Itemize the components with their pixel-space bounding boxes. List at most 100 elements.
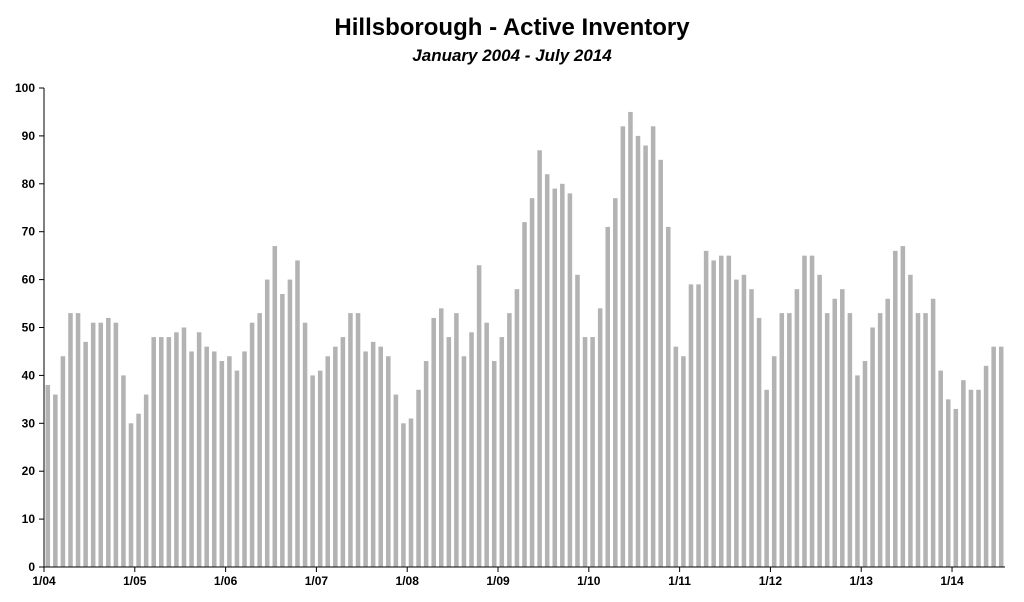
bar-6/10 bbox=[628, 111, 633, 567]
bar-1/04 bbox=[45, 384, 51, 567]
bar-6/04 bbox=[83, 341, 88, 567]
bar-7/10 bbox=[635, 135, 641, 567]
bar-5/11 bbox=[711, 260, 716, 567]
bar-4/10 bbox=[613, 198, 618, 568]
bar-11/04 bbox=[121, 375, 126, 567]
bar-5/05 bbox=[166, 337, 172, 567]
bar-10/05 bbox=[204, 346, 209, 567]
y-tick-label: 90 bbox=[22, 129, 36, 143]
bar-6/08 bbox=[446, 337, 452, 567]
bar-8/05 bbox=[189, 351, 194, 567]
bar-10/04 bbox=[113, 322, 119, 567]
y-tick-label: 10 bbox=[22, 512, 36, 526]
bar-12/07 bbox=[401, 423, 406, 567]
bar-12/13 bbox=[945, 399, 951, 567]
x-tick-label: 1/09 bbox=[486, 574, 510, 588]
x-tick-label: 1/07 bbox=[305, 574, 329, 588]
y-tick-label: 0 bbox=[28, 560, 35, 574]
bar-1/05 bbox=[136, 413, 141, 567]
bar-7/13 bbox=[908, 274, 913, 567]
bar-11/11 bbox=[756, 317, 762, 567]
bar-11/13 bbox=[938, 370, 943, 567]
bar-3/05 bbox=[151, 337, 156, 567]
bar-2/10 bbox=[597, 308, 603, 567]
bar-1/10 bbox=[590, 337, 595, 567]
bar-10/07 bbox=[386, 356, 391, 567]
bar-1/06 bbox=[227, 356, 232, 567]
bar-12/11 bbox=[764, 389, 769, 567]
bars-group bbox=[45, 111, 1004, 568]
bar-2/08 bbox=[416, 389, 421, 567]
bar-9/04 bbox=[106, 317, 111, 567]
bar-9/07 bbox=[378, 346, 383, 567]
bar-10/11 bbox=[749, 289, 754, 567]
bar-1/07 bbox=[317, 370, 323, 567]
bar-4/05 bbox=[159, 337, 164, 567]
chart-title: Hillsborough - Active Inventory bbox=[334, 14, 690, 41]
bar-2/11 bbox=[688, 284, 694, 567]
bar-3/12 bbox=[787, 313, 792, 567]
bar-2/14 bbox=[961, 380, 966, 567]
x-tick-label: 1/08 bbox=[396, 574, 420, 588]
bar-6/09 bbox=[537, 150, 542, 567]
bar-3/09 bbox=[514, 289, 520, 567]
bar-5/12 bbox=[802, 255, 807, 567]
bar-5/04 bbox=[75, 313, 81, 567]
bar-3/06 bbox=[242, 351, 247, 567]
y-tick-label: 80 bbox=[22, 177, 36, 191]
bar-5/07 bbox=[348, 313, 353, 567]
bar-12/05 bbox=[219, 361, 225, 567]
bar-10/12 bbox=[840, 289, 845, 567]
bar-8/06 bbox=[280, 293, 285, 567]
x-tick-label: 1/10 bbox=[577, 574, 601, 588]
bar-10/10 bbox=[658, 159, 663, 567]
bar-12/10 bbox=[673, 346, 679, 567]
bar-7/07 bbox=[363, 351, 368, 567]
bar-9/13 bbox=[923, 313, 928, 567]
y-tick-label: 20 bbox=[22, 464, 36, 478]
bar-1/12 bbox=[771, 356, 777, 567]
bar-4/14 bbox=[976, 389, 981, 567]
bar-12/12 bbox=[855, 375, 860, 567]
bar-3/04 bbox=[60, 356, 66, 567]
bar-9/08 bbox=[469, 332, 474, 567]
bar-8/12 bbox=[824, 313, 830, 567]
bar-11/06 bbox=[302, 322, 308, 567]
bar-2/04 bbox=[53, 394, 58, 567]
x-tick-label: 1/12 bbox=[759, 574, 783, 588]
bar-6/05 bbox=[174, 332, 179, 567]
bar-4/09 bbox=[522, 222, 527, 567]
bar-9/11 bbox=[741, 274, 747, 567]
bar-4/06 bbox=[249, 322, 255, 567]
bar-7/08 bbox=[454, 313, 459, 567]
bar-6/12 bbox=[809, 255, 815, 567]
bar-1/13 bbox=[862, 361, 868, 567]
bar-11/09 bbox=[575, 274, 580, 567]
x-tick-label: 1/11 bbox=[668, 574, 691, 588]
bar-1/09 bbox=[499, 337, 505, 567]
bar-1/14 bbox=[953, 408, 959, 567]
bar-7/06 bbox=[272, 246, 278, 567]
y-tick-label: 70 bbox=[22, 225, 36, 239]
bar-8/09 bbox=[552, 188, 558, 567]
bar-9/09 bbox=[560, 183, 565, 568]
bar-9/06 bbox=[287, 279, 293, 567]
bar-7/05 bbox=[181, 327, 187, 567]
bar-4/04 bbox=[68, 313, 73, 567]
bar-3/07 bbox=[333, 346, 338, 567]
bar-7/04 bbox=[90, 322, 96, 567]
bar-6/06 bbox=[264, 279, 270, 567]
x-tick-label: 1/04 bbox=[32, 574, 56, 588]
bar-11/05 bbox=[211, 351, 217, 567]
bar-7/11 bbox=[726, 255, 732, 567]
bar-11/12 bbox=[847, 313, 853, 567]
x-tick-label: 1/06 bbox=[214, 574, 238, 588]
x-tick-label: 1/05 bbox=[123, 574, 147, 588]
bar-6/11 bbox=[718, 255, 724, 567]
bar-4/08 bbox=[431, 317, 436, 567]
bar-5/13 bbox=[893, 250, 898, 568]
bar-5/10 bbox=[620, 126, 626, 567]
bar-10/08 bbox=[476, 265, 482, 567]
bar-9/12 bbox=[832, 298, 838, 567]
